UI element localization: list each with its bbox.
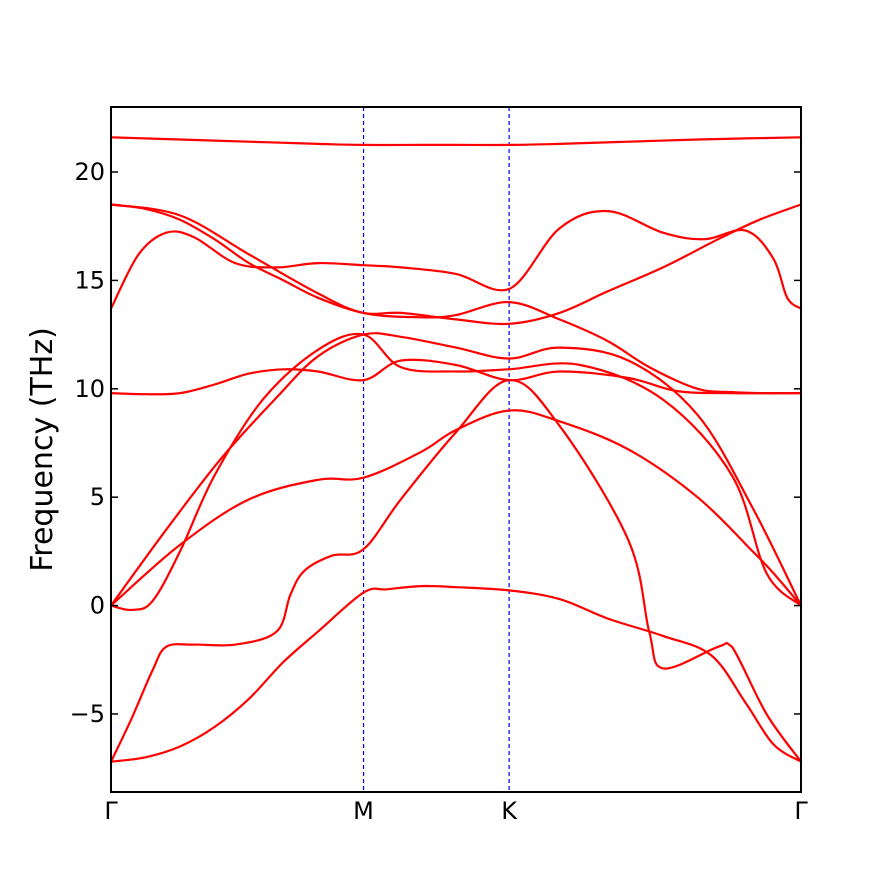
band-1 [109,584,803,763]
band-lines [109,136,803,763]
band-10 [109,136,803,147]
band-3 [109,332,803,612]
y-tick-label: 20 [74,158,105,186]
x-tick-label: M [353,797,374,825]
x-tick-label: Γ [104,797,118,825]
x-tick-label: Γ [794,797,808,825]
band-9 [109,203,803,395]
y-tick-label: 15 [74,266,105,294]
y-ticks: −5 0 5 10 15 20 [70,158,801,728]
band-2 [109,378,803,763]
x-tick-label: K [501,797,518,825]
high-symmetry-lines [362,107,510,792]
band-6 [109,358,803,396]
y-axis-label: Frequency (THz) [25,327,60,572]
y-tick-label: −5 [70,700,105,728]
band-7 [109,209,803,310]
y-tick-label: 10 [74,375,105,403]
plot-frame [110,106,802,793]
y-tick-label: 0 [90,592,105,620]
band-5 [109,332,803,607]
band-8 [109,203,803,326]
y-tick-label: 5 [90,483,105,511]
band-4 [109,409,803,607]
